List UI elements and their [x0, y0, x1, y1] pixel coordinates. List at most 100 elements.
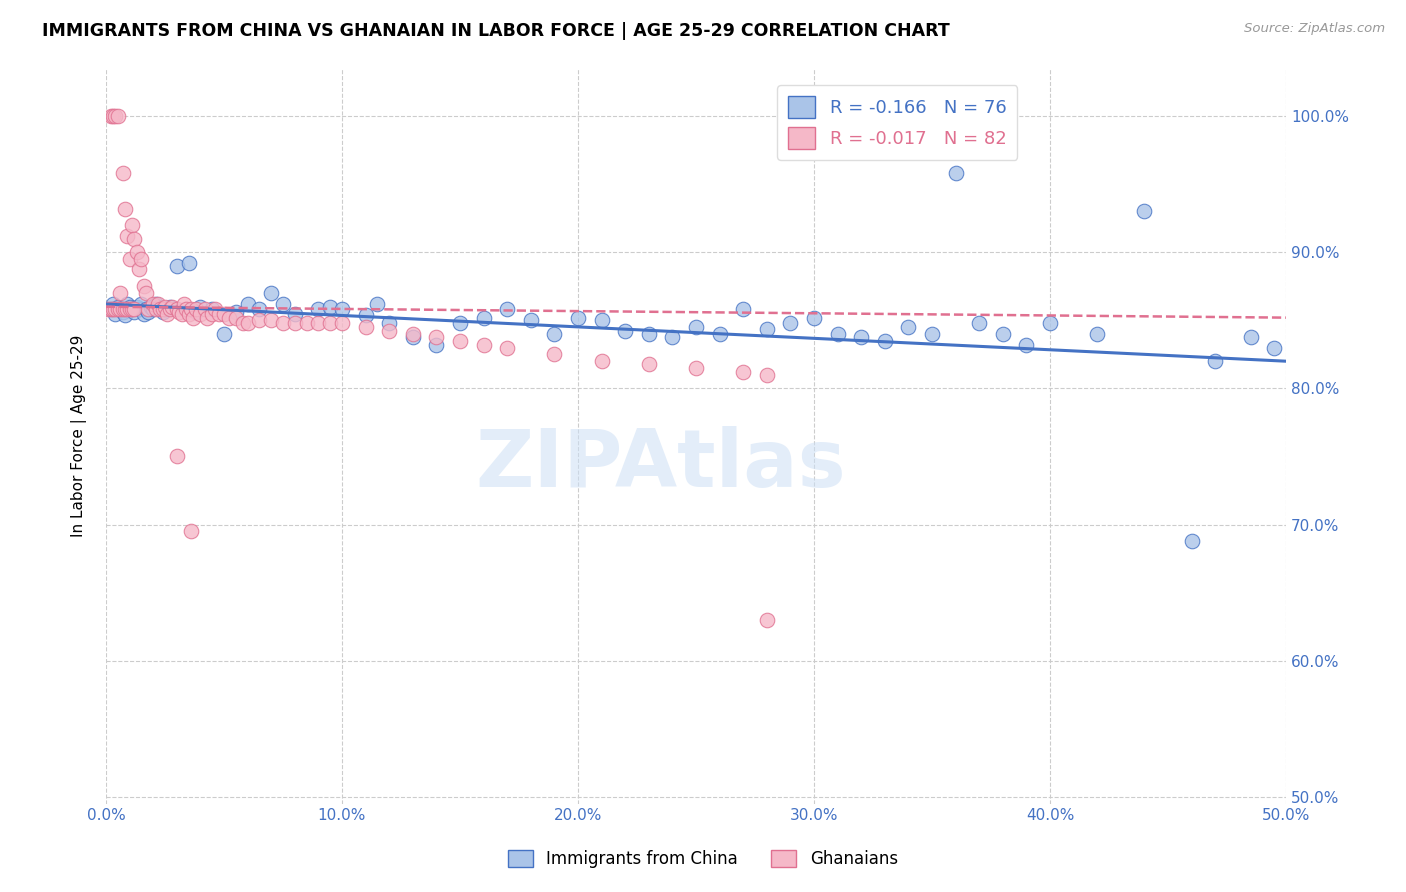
Point	[111, 166, 134, 180]
Point	[354, 320, 377, 334]
Point	[107, 302, 129, 317]
Point	[402, 329, 425, 343]
Point	[733, 365, 755, 379]
Point	[378, 324, 401, 338]
Point	[260, 313, 283, 327]
Point	[236, 297, 259, 311]
Point	[101, 297, 124, 311]
Point	[153, 300, 176, 314]
Point	[472, 338, 495, 352]
Point	[125, 245, 148, 260]
Point	[180, 302, 202, 317]
Point	[201, 307, 224, 321]
Point	[991, 326, 1014, 341]
Point	[284, 307, 307, 321]
Point	[225, 305, 247, 319]
Point	[218, 310, 240, 325]
Point	[100, 302, 122, 317]
Point	[177, 307, 200, 321]
Point	[190, 300, 212, 314]
Point	[153, 302, 176, 317]
Point	[97, 302, 120, 317]
Point	[827, 326, 849, 341]
Point	[104, 307, 127, 321]
Point	[101, 302, 124, 317]
Point	[104, 302, 127, 317]
Point	[402, 326, 425, 341]
Point	[142, 297, 165, 311]
Point	[181, 310, 204, 325]
Point	[145, 297, 167, 311]
Point	[121, 218, 143, 232]
Point	[145, 302, 167, 317]
Point	[125, 300, 148, 314]
Point	[118, 302, 141, 317]
Point	[733, 302, 755, 317]
Point	[160, 300, 183, 314]
Point	[755, 368, 778, 382]
Point	[236, 316, 259, 330]
Legend: Immigrants from China, Ghanaians: Immigrants from China, Ghanaians	[502, 843, 904, 875]
Point	[111, 302, 134, 317]
Point	[115, 302, 138, 317]
Point	[614, 324, 637, 338]
Point	[212, 307, 235, 321]
Point	[1263, 341, 1285, 355]
Point	[967, 316, 990, 330]
Point	[177, 256, 200, 270]
Point	[247, 313, 270, 327]
Point	[591, 313, 613, 327]
Point	[156, 307, 179, 321]
Point	[1133, 204, 1156, 219]
Point	[128, 261, 150, 276]
Point	[661, 329, 683, 343]
Point	[849, 329, 872, 343]
Point	[295, 316, 318, 330]
Point	[543, 326, 565, 341]
Point	[128, 302, 150, 317]
Point	[166, 450, 188, 464]
Point	[108, 286, 131, 301]
Point	[208, 307, 231, 321]
Point	[173, 297, 195, 311]
Point	[139, 300, 162, 314]
Point	[496, 302, 519, 317]
Point	[709, 326, 731, 341]
Point	[135, 302, 157, 317]
Point	[567, 310, 589, 325]
Point	[170, 307, 193, 321]
Point	[167, 305, 190, 319]
Point	[307, 302, 329, 317]
Point	[873, 334, 896, 348]
Point	[779, 316, 801, 330]
Point	[803, 310, 825, 325]
Point	[138, 302, 160, 317]
Point	[449, 316, 471, 330]
Point	[118, 300, 141, 314]
Point	[108, 302, 131, 317]
Point	[124, 302, 146, 317]
Point	[449, 334, 471, 348]
Point	[101, 109, 124, 123]
Point	[142, 302, 165, 317]
Point	[115, 229, 138, 244]
Point	[319, 316, 342, 330]
Point	[897, 320, 920, 334]
Point	[174, 302, 197, 317]
Point	[1204, 354, 1226, 368]
Point	[184, 305, 207, 319]
Point	[330, 316, 353, 330]
Point	[366, 297, 388, 311]
Point	[197, 310, 219, 325]
Point	[166, 259, 188, 273]
Point	[225, 310, 247, 325]
Y-axis label: In Labor Force | Age 25-29: In Labor Force | Age 25-29	[72, 334, 87, 537]
Point	[685, 361, 707, 376]
Point	[247, 302, 270, 317]
Point	[1039, 316, 1062, 330]
Point	[232, 316, 254, 330]
Point	[159, 302, 181, 317]
Point	[146, 300, 169, 314]
Point	[921, 326, 943, 341]
Point	[1180, 533, 1202, 548]
